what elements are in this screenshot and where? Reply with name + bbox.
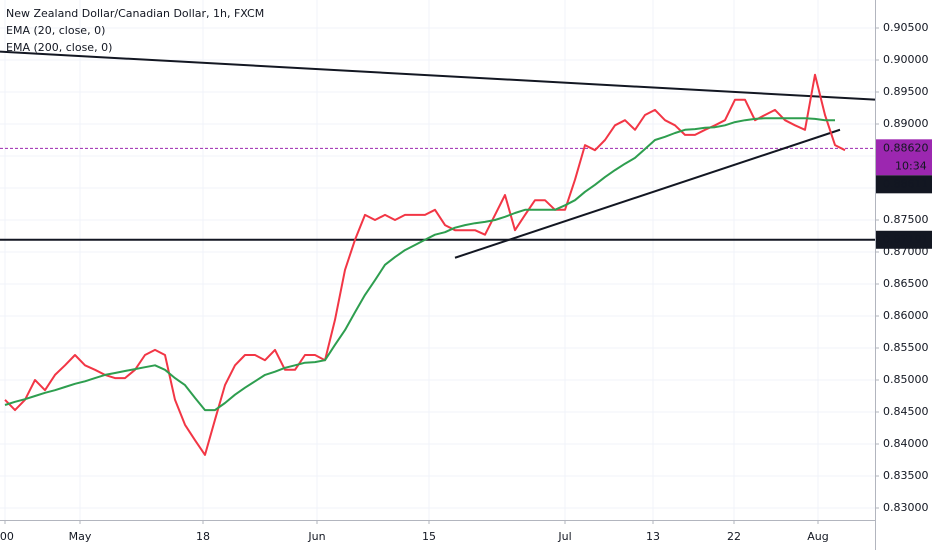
x-tick-label: 13 <box>646 530 660 543</box>
x-tick-label: :00 <box>0 530 14 543</box>
x-tick-label: 18 <box>196 530 210 543</box>
trendline <box>454 128 841 259</box>
trendline <box>0 50 876 101</box>
y-tick-label: 0.90500 <box>883 21 929 34</box>
y-tick-label: 0.89500 <box>883 85 929 98</box>
y-tick-label: 0.83000 <box>883 501 929 514</box>
y-tick-label: 0.86500 <box>883 277 929 290</box>
price-label: 0.87191 <box>883 233 929 246</box>
countdown-label: 10:34 <box>895 159 927 172</box>
y-tick-label: 0.83500 <box>883 469 929 482</box>
x-tick-label: Jul <box>557 530 571 543</box>
y-tick-label: 0.84000 <box>883 437 929 450</box>
y-tick-label: 0.85000 <box>883 373 929 386</box>
price-label-box <box>876 230 932 249</box>
price-label-box <box>876 139 932 176</box>
series-line <box>4 117 835 412</box>
price-label: 0.88611 <box>883 177 929 190</box>
y-tick-label: 0.90000 <box>883 53 929 66</box>
price-label-box <box>876 175 932 194</box>
x-tick-label: Jun <box>307 530 325 543</box>
x-tick-label: 22 <box>727 530 741 543</box>
x-tick-label: Aug <box>807 530 828 543</box>
price-label: 0.88620 <box>883 141 929 154</box>
y-tick-label: 0.85500 <box>883 341 929 354</box>
y-tick-label: 0.84500 <box>883 405 929 418</box>
y-tick-label: 0.89000 <box>883 117 929 130</box>
x-tick-label: May <box>69 530 92 543</box>
series-line <box>4 73 846 456</box>
y-tick-label: 0.87500 <box>883 213 929 226</box>
chart-title: New Zealand Dollar/Canadian Dollar, 1h, … <box>6 7 264 20</box>
y-tick-label: 0.86000 <box>883 309 929 322</box>
x-tick-label: 15 <box>422 530 436 543</box>
legend-entry: EMA (200, close, 0) <box>6 41 112 54</box>
legend-entry: EMA (20, close, 0) <box>6 24 105 37</box>
